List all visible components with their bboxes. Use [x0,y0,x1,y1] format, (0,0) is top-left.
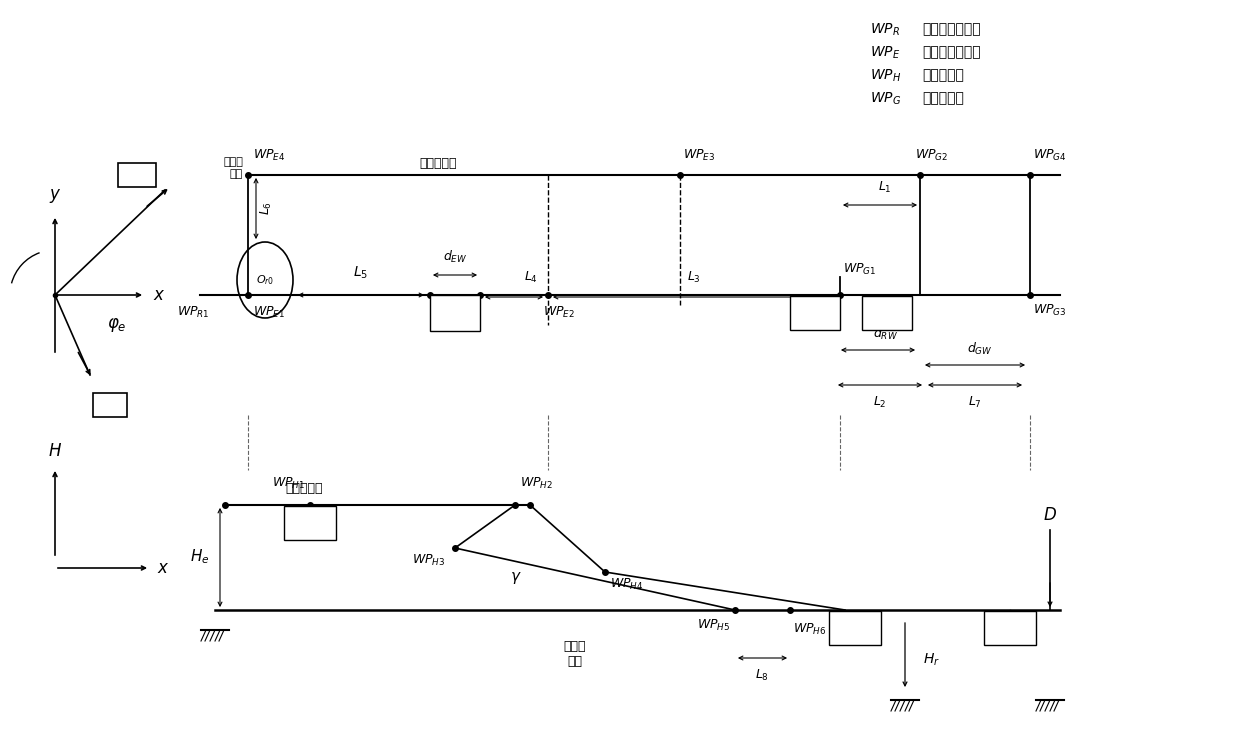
Text: 理窗口: 理窗口 [446,315,463,325]
Text: $\mathit{WP_E}$: $\mathit{WP_E}$ [870,45,901,61]
Bar [118,163,156,187]
Text: $WP_{H4}$: $WP_{H4}$ [610,577,643,592]
Bar [984,611,1036,645]
Text: $\varphi_e$: $\varphi_e$ [107,316,126,334]
Text: $WP_{H5}$: $WP_{H5}$ [696,618,730,633]
Text: 能量管: 能量管 [301,511,318,521]
Text: 能量管: 能量管 [446,302,463,312]
Text: $d_{GW}$: $d_{GW}$ [968,341,992,357]
Text: 策窗口: 策窗口 [846,628,864,638]
Text: $y$: $y$ [48,187,61,205]
Text: 理窗口: 理窗口 [301,523,318,533]
Text: $WP_{G4}$: $WP_{G4}$ [1033,148,1067,163]
Text: $L_8$: $L_8$ [755,668,769,683]
Text: $WP_{H2}$: $WP_{H2}$ [520,476,553,491]
Text: 能量管理段: 能量管理段 [285,482,322,495]
Text: $WP_{H6}$: $WP_{H6}$ [793,622,826,637]
Text: $WP_{G1}$: $WP_{G1}$ [843,262,876,277]
Text: 北: 北 [133,167,141,182]
Text: $\mathit{WP_R}$: $\mathit{WP_R}$ [870,22,900,38]
Text: $WP_{E4}$: $WP_{E4}$ [253,148,285,163]
Bar [284,506,336,540]
Text: $\mathit{WP_G}$: $\mathit{WP_G}$ [870,91,901,108]
Text: 回收决: 回收决 [846,616,864,626]
Text: $L_2$: $L_2$ [873,395,887,410]
Text: $d_{EW}$: $d_{EW}$ [442,249,467,265]
Bar [829,611,881,645]
Text: 能量管理段航点: 能量管理段航点 [922,45,980,59]
Bar [790,296,840,330]
Text: $D$: $D$ [1043,506,1057,524]
Text: $H_e$: $H_e$ [191,548,209,566]
Text: $x$: $x$ [152,286,166,304]
Text: $WP_{G3}$: $WP_{G3}$ [1033,303,1067,318]
Text: $d_{RW}$: $d_{RW}$ [872,326,897,342]
Text: 复飞决: 复飞决 [878,301,896,311]
Text: 策窗口: 策窗口 [878,314,896,324]
Text: $WP_{R1}$: $WP_{R1}$ [177,305,209,320]
Text: $WP_{E3}$: $WP_{E3}$ [683,148,715,163]
Text: 复飞决: 复飞决 [1001,616,1018,626]
Text: $L_7$: $L_7$ [968,395,983,410]
Text: $O_{r0}$: $O_{r0}$ [255,273,274,287]
Text: 能量管理段: 能量管理段 [419,157,457,170]
Text: $L_6$: $L_6$ [259,202,274,215]
Text: $WP_{H3}$: $WP_{H3}$ [411,553,445,568]
Text: $WP_{E1}$: $WP_{E1}$ [253,305,285,320]
Text: $L_1$: $L_1$ [878,180,892,195]
Text: 返航飞
行段: 返航飞 行段 [223,157,243,179]
Bar [862,296,912,330]
Text: $H_r$: $H_r$ [923,652,940,669]
Text: 策窗口: 策窗口 [1001,628,1018,638]
Text: $H$: $H$ [48,442,62,460]
Text: 东: 东 [105,397,114,412]
Text: $L_5$: $L_5$ [353,264,368,281]
Text: $L_4$: $L_4$ [524,270,538,285]
Text: 策窗口: 策窗口 [807,314,824,324]
Text: $WP_{G2}$: $WP_{G2}$ [914,148,948,163]
Bar [93,393,128,417]
Text: $WP_{H1}$: $WP_{H1}$ [271,476,305,491]
Text: $x$: $x$ [157,559,170,577]
Text: $WP_{E2}$: $WP_{E2}$ [543,305,575,320]
Text: $\mathit{WP_H}$: $\mathit{WP_H}$ [870,68,901,84]
Bar [430,295,479,331]
Text: $L_3$: $L_3$ [688,270,701,285]
Text: $\gamma$: $\gamma$ [510,570,522,586]
Text: 返航飞行段航点: 返航飞行段航点 [922,22,980,36]
Text: 回收决: 回收决 [807,301,824,311]
Text: 末端撞
线段: 末端撞 线段 [564,640,586,668]
Text: 复飞段航点: 复飞段航点 [922,91,964,105]
Text: 撞线段航点: 撞线段航点 [922,68,964,82]
